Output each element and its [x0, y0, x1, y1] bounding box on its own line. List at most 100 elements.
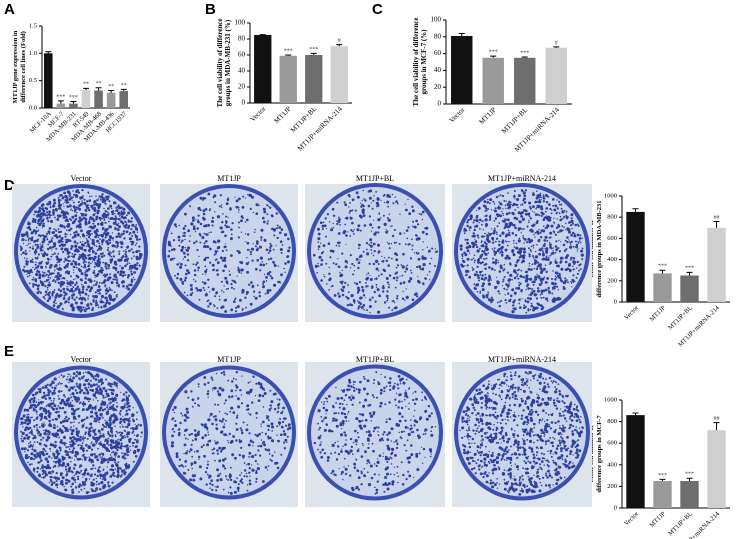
- y-tick-label: 80: [434, 32, 442, 40]
- panel-label: B: [205, 1, 216, 18]
- significance-mark: ##: [714, 416, 720, 422]
- y-tick-label: 0: [242, 99, 246, 107]
- significance-mark: ***: [658, 264, 667, 270]
- error-bar: [57, 100, 64, 104]
- bar: [514, 57, 536, 104]
- error-bar: [659, 478, 666, 481]
- y-tick-label: 20: [434, 83, 442, 91]
- y-tick-label: 60: [434, 49, 442, 57]
- bar: [653, 481, 672, 508]
- error-bar: [83, 87, 89, 90]
- image-label: Vector: [71, 355, 92, 364]
- image-label: MT1JP: [217, 174, 241, 183]
- bar: [626, 415, 645, 508]
- y-tick-label: 80: [238, 35, 246, 43]
- significance-mark: ***: [489, 49, 498, 55]
- significance-mark: #: [555, 40, 558, 46]
- y-tick-label: 600: [607, 235, 617, 242]
- significance-mark: **: [83, 82, 89, 88]
- y-axis-label: MT1JP gene expression indifference cell …: [12, 30, 27, 103]
- dish-inner: [166, 369, 292, 496]
- colonies: [313, 371, 437, 495]
- x-tick-label: MT1JP: [273, 105, 293, 125]
- panel-label: E: [4, 343, 14, 360]
- y-tick-label: 1000: [604, 192, 617, 199]
- bar: [626, 211, 645, 302]
- error-bar: [285, 54, 292, 56]
- x-tick-label: Vector: [623, 304, 641, 322]
- bar: [106, 92, 116, 108]
- error-bar: [108, 90, 115, 93]
- bar: [119, 91, 128, 108]
- bar: [653, 273, 672, 302]
- error-bar: [45, 51, 52, 54]
- significance-mark: ##: [714, 215, 720, 221]
- colonies: [459, 371, 584, 496]
- error-bar: [659, 269, 666, 274]
- bar: [680, 275, 699, 302]
- bar: [680, 481, 699, 508]
- x-tick-label: MT1JP+BL: [667, 510, 694, 537]
- y-tick-label: 20: [238, 83, 246, 91]
- image-label: MT1JP+miRNA-214: [488, 174, 556, 183]
- y-tick-label: 0: [614, 298, 617, 305]
- significance-mark: ***: [284, 48, 293, 54]
- error-bar: [553, 46, 560, 48]
- y-tick-label: 0.0: [29, 104, 37, 111]
- y-tick-label: 100: [235, 19, 246, 27]
- bar: [482, 57, 504, 104]
- panel-label: D: [4, 177, 15, 194]
- significance-mark: ***: [658, 473, 667, 479]
- bar: [81, 89, 91, 108]
- error-bar: [95, 87, 102, 91]
- y-tick-label: 40: [238, 67, 246, 75]
- x-tick-label: Vector: [249, 104, 268, 123]
- error-bar: [458, 32, 465, 36]
- error-bar: [686, 477, 693, 481]
- dish-inner: [166, 188, 292, 314]
- bar: [330, 46, 348, 103]
- y-tick-label: 100: [431, 16, 442, 24]
- error-bar: [632, 208, 639, 212]
- y-tick-label: 200: [607, 483, 617, 490]
- y-axis-label: The cell viability of differencegroups i…: [412, 18, 428, 107]
- dish-inner: [458, 368, 586, 497]
- error-bar: [490, 55, 497, 58]
- bar: [279, 55, 297, 103]
- bar: [707, 227, 726, 302]
- bar: [305, 55, 323, 103]
- colonies: [459, 189, 584, 314]
- y-tick-label: 0: [438, 100, 442, 108]
- significance-mark: **: [96, 81, 102, 87]
- x-tick-label: MT1JP: [648, 510, 667, 529]
- colonies: [313, 189, 439, 314]
- y-tick-label: 1.5: [29, 22, 37, 29]
- image-label: Vector: [71, 174, 92, 183]
- y-tick-label: 800: [607, 214, 617, 221]
- y-tick-label: 1.0: [29, 50, 37, 57]
- significance-mark: **: [108, 84, 114, 90]
- image-label: MT1JP: [217, 355, 241, 364]
- x-tick-label: MT1JP: [478, 106, 498, 126]
- y-tick-label: 0.5: [29, 77, 37, 84]
- significance-mark: ***: [685, 266, 694, 272]
- bar: [254, 35, 272, 103]
- colonies: [170, 370, 292, 495]
- error-bar: [336, 44, 343, 47]
- significance-mark: ***: [520, 50, 529, 56]
- x-tick-label: MT1JP+BL: [667, 304, 694, 331]
- error-bar: [310, 52, 317, 55]
- significance-mark: ***: [56, 94, 65, 100]
- error-bar: [521, 56, 528, 58]
- image-label: MT1JP+BL: [356, 355, 394, 364]
- y-tick-label: 800: [607, 418, 617, 425]
- y-axis-label: The cell viability of differencegroups i…: [216, 19, 232, 108]
- y-tick-label: 1000: [604, 396, 617, 403]
- colonies: [20, 370, 143, 495]
- y-tick-label: 600: [607, 440, 617, 447]
- x-tick-label: MT1JP+BL: [500, 106, 529, 135]
- significance-mark: #: [338, 38, 341, 44]
- error-bar: [713, 422, 720, 431]
- colonies: [167, 192, 291, 313]
- image-label: MT1JP+miRNA-214: [488, 355, 556, 364]
